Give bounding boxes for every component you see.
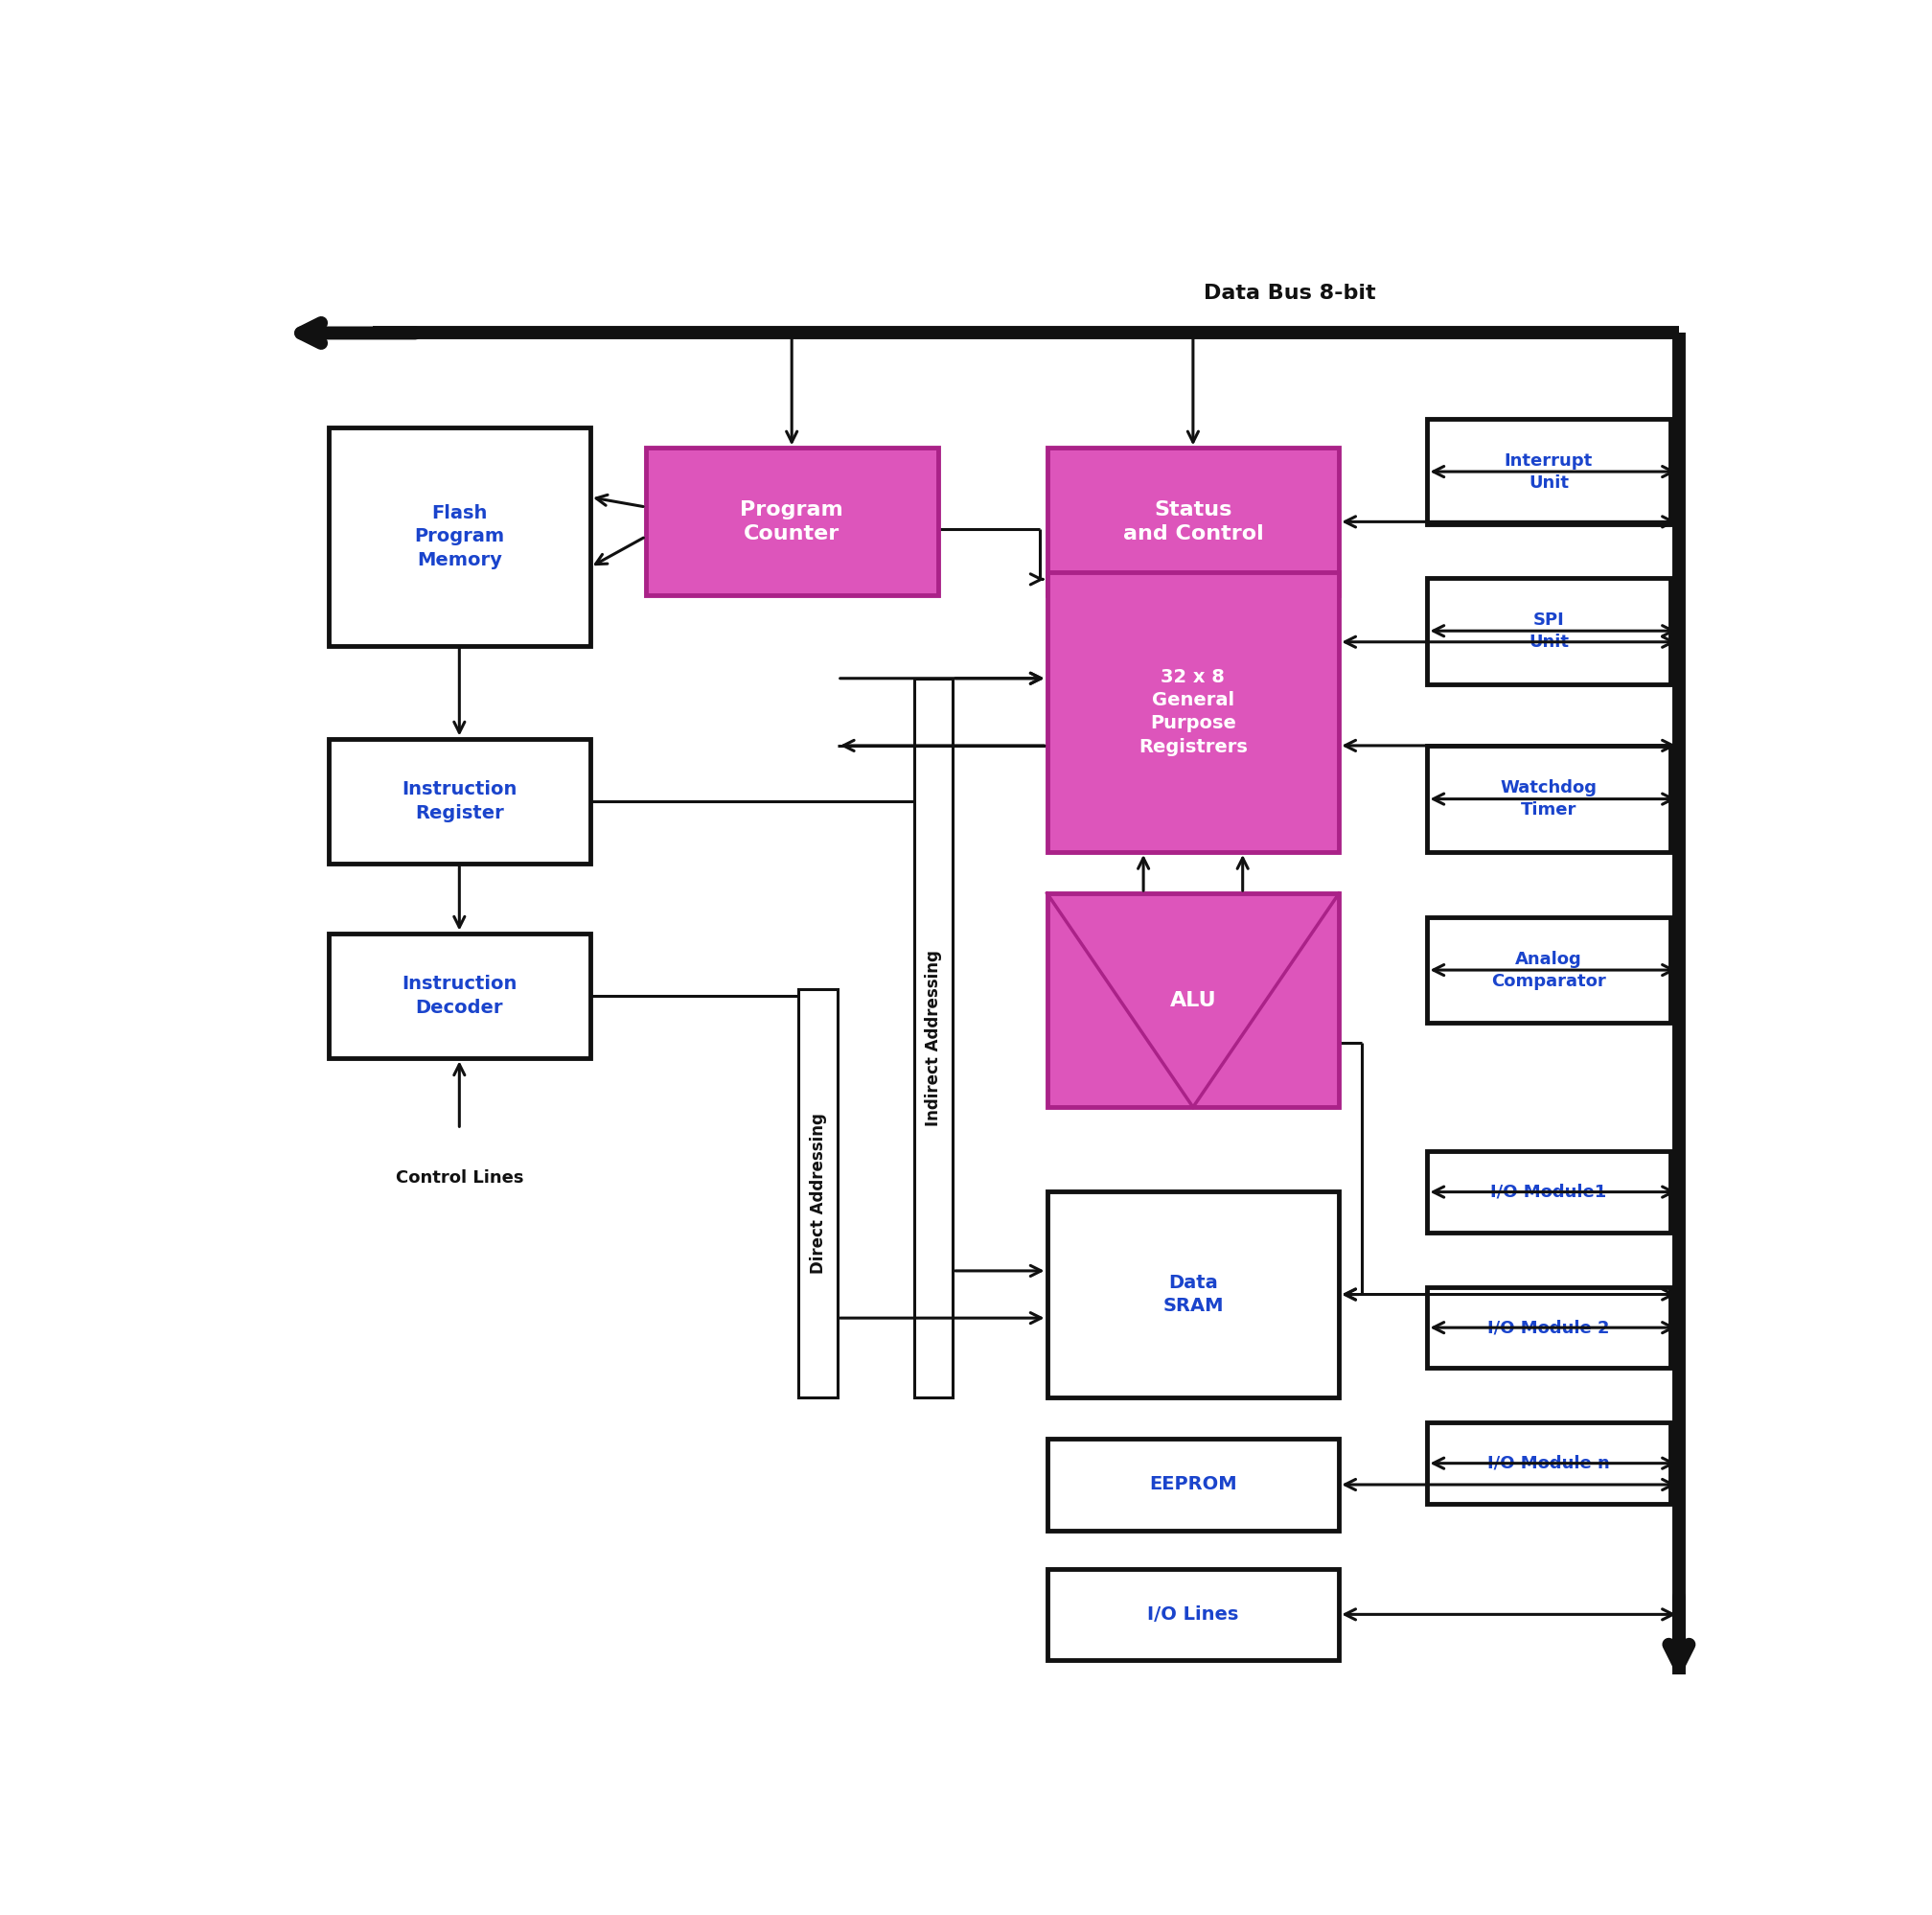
- Text: Interrupt
Unit: Interrupt Unit: [1505, 452, 1592, 492]
- Bar: [645, 448, 937, 596]
- Bar: [1428, 745, 1669, 852]
- Text: Analog
Comparator: Analog Comparator: [1492, 950, 1605, 990]
- Text: Program
Counter: Program Counter: [740, 500, 844, 544]
- Bar: [798, 990, 837, 1398]
- Bar: [328, 427, 591, 645]
- Bar: [914, 678, 952, 1398]
- Bar: [1428, 1287, 1669, 1367]
- Bar: [1428, 1423, 1669, 1503]
- Bar: [1428, 1151, 1669, 1233]
- Text: I/O Module1: I/O Module1: [1492, 1183, 1607, 1201]
- Text: Indirect Addressing: Indirect Addressing: [925, 950, 943, 1126]
- Text: I/O Module 2: I/O Module 2: [1488, 1319, 1609, 1337]
- Text: Data
SRAM: Data SRAM: [1163, 1273, 1223, 1316]
- Bar: [1047, 892, 1339, 1107]
- Bar: [1428, 419, 1669, 525]
- Text: 32 x 8
General
Purpose
Registrers: 32 x 8 General Purpose Registrers: [1138, 668, 1248, 756]
- Text: I/O Lines: I/O Lines: [1148, 1605, 1238, 1624]
- Text: Control Lines: Control Lines: [396, 1168, 524, 1185]
- Text: I/O Module n: I/O Module n: [1488, 1455, 1609, 1473]
- Text: Watchdog
Timer: Watchdog Timer: [1501, 779, 1598, 818]
- Text: EEPROM: EEPROM: [1150, 1476, 1236, 1494]
- Text: Direct Addressing: Direct Addressing: [810, 1113, 827, 1273]
- Bar: [328, 739, 591, 864]
- Text: Instruction
Register: Instruction Register: [402, 781, 518, 822]
- Text: Status
and Control: Status and Control: [1122, 500, 1264, 544]
- Bar: [1047, 1191, 1339, 1398]
- Text: Flash
Program
Memory: Flash Program Memory: [413, 504, 504, 569]
- Text: ALU: ALU: [1169, 990, 1217, 1009]
- Text: Data Bus 8-bit: Data Bus 8-bit: [1204, 283, 1376, 303]
- Bar: [1047, 573, 1339, 852]
- Bar: [1428, 578, 1669, 684]
- Bar: [328, 933, 591, 1059]
- Text: SPI
Unit: SPI Unit: [1528, 611, 1569, 651]
- Bar: [1428, 917, 1669, 1023]
- Bar: [1047, 448, 1339, 596]
- Text: Instruction
Decoder: Instruction Decoder: [402, 975, 518, 1017]
- Bar: [1047, 1568, 1339, 1660]
- Bar: [1047, 1438, 1339, 1530]
